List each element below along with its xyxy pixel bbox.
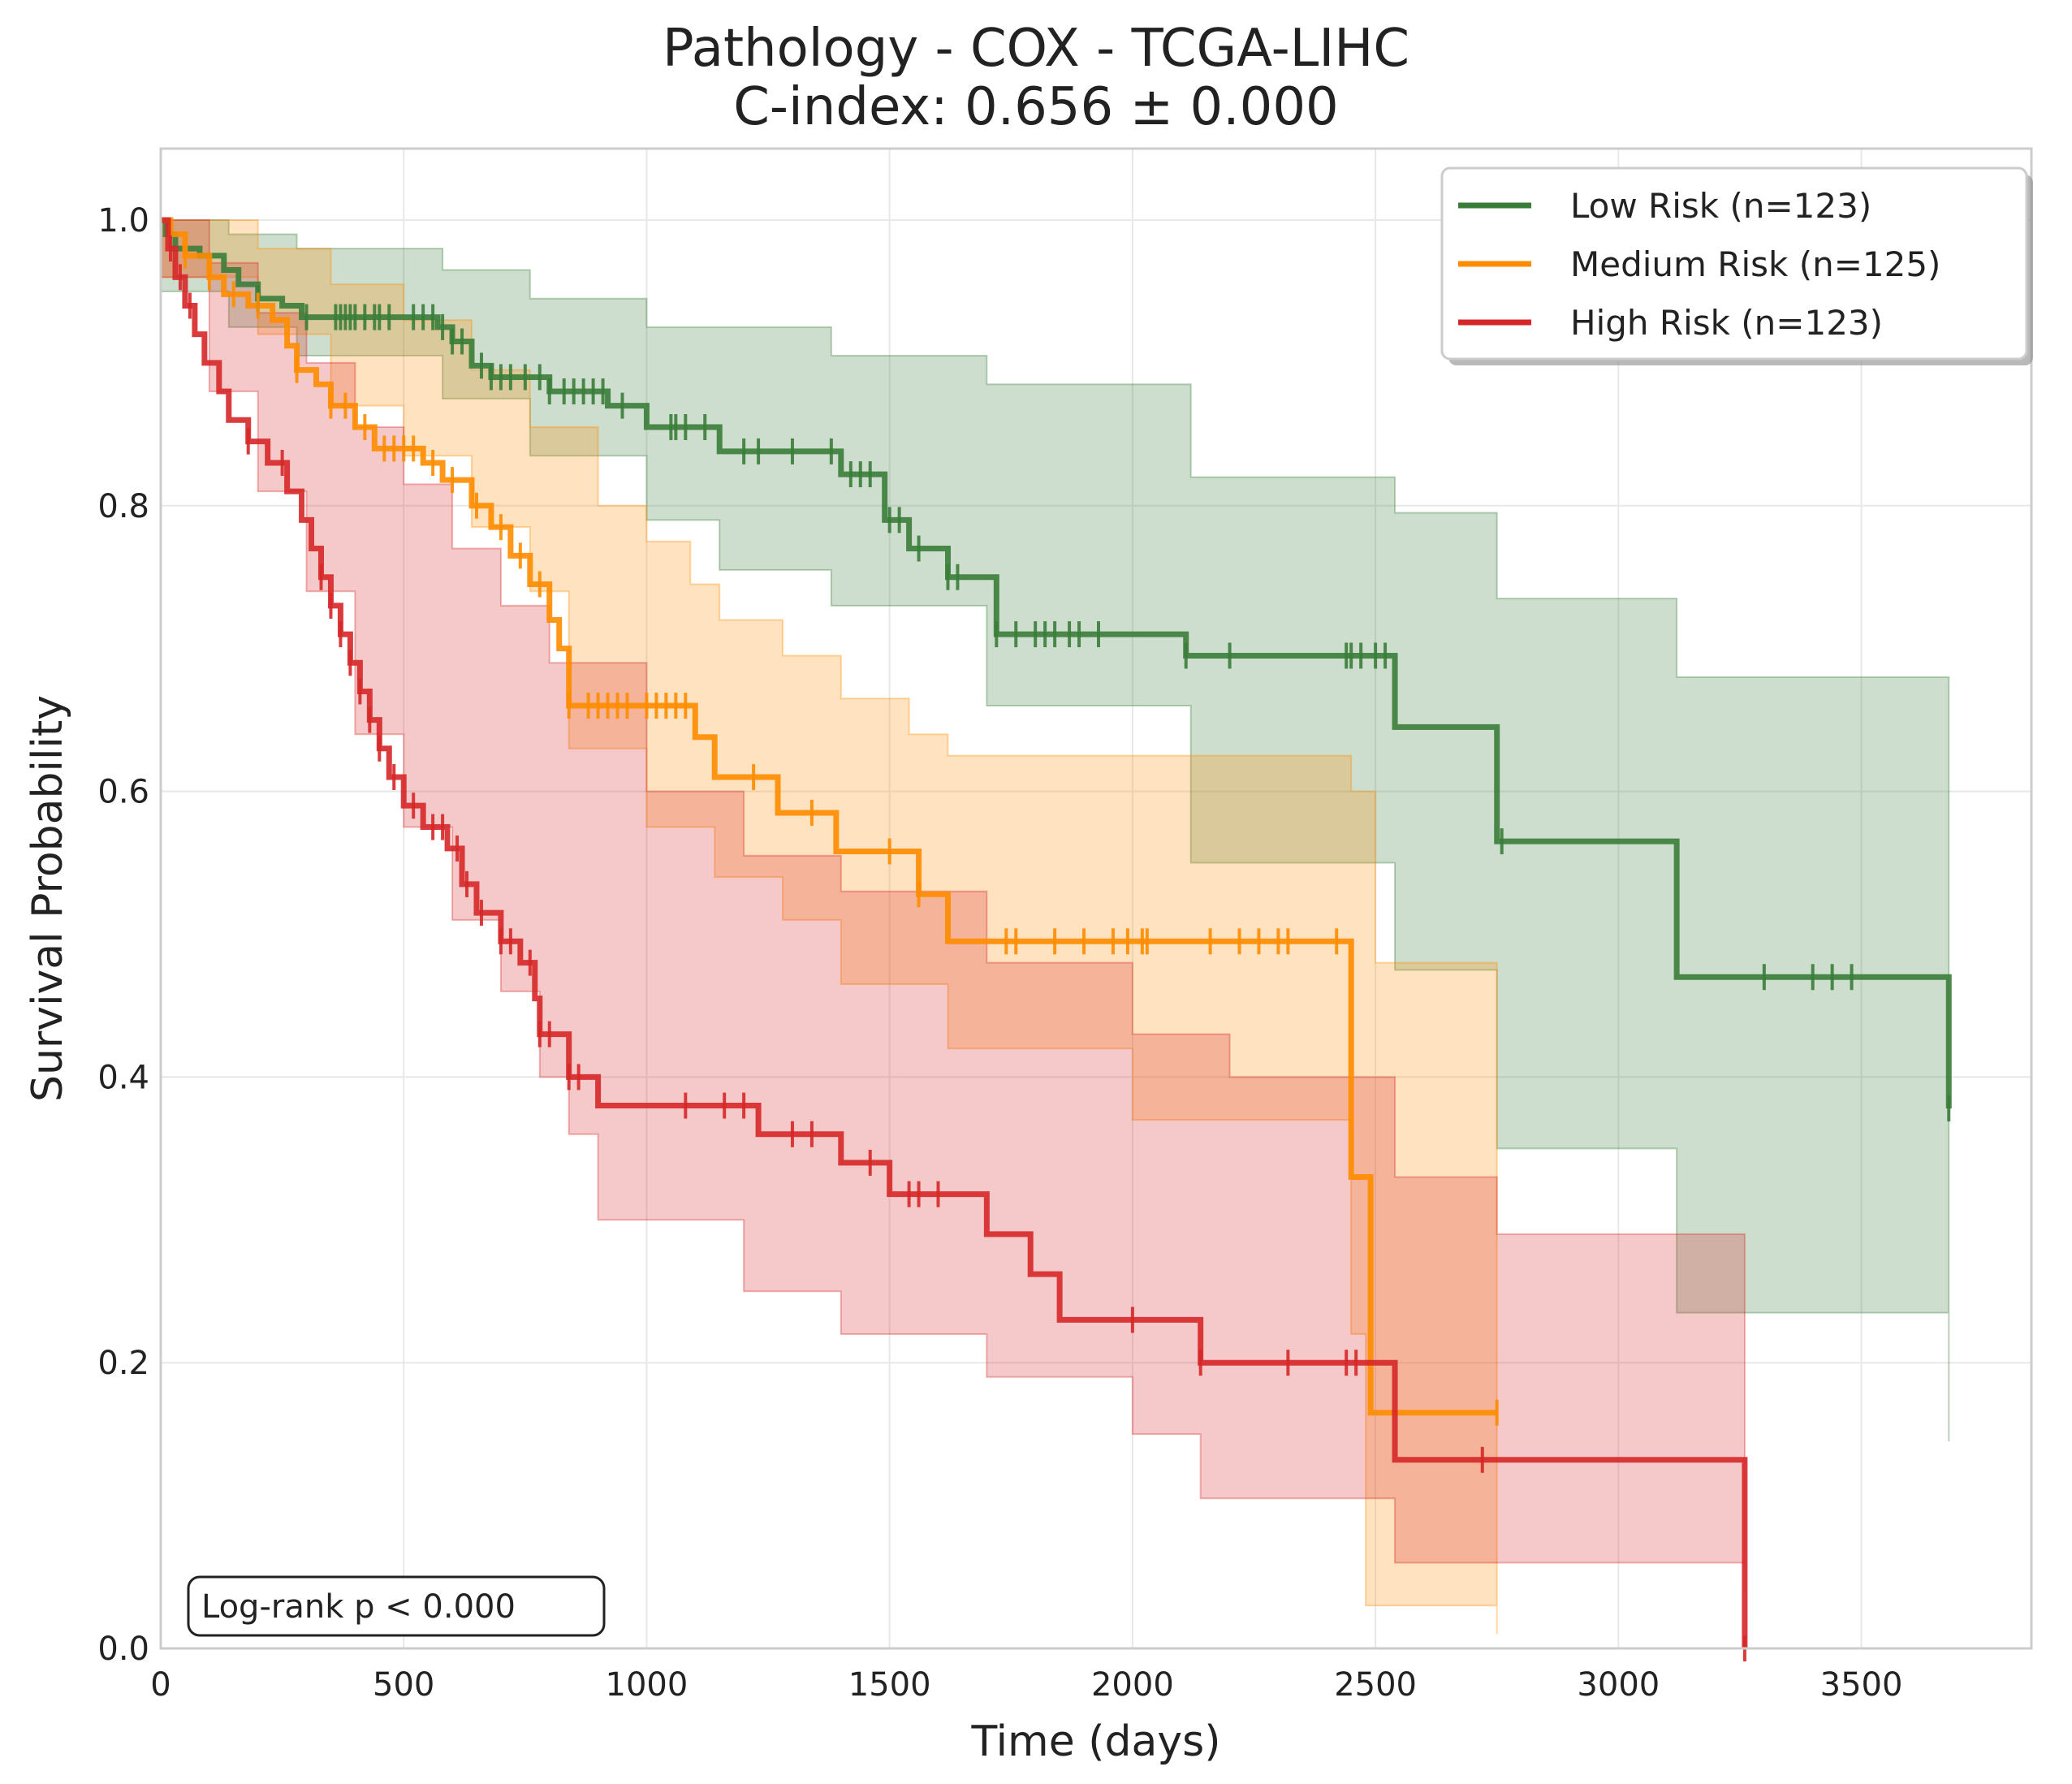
x-tick-label: 3500 [1820,1666,1903,1704]
ci-band-0 [160,218,1950,1441]
x-tick-label: 1000 [606,1666,689,1704]
legend[interactable]: Low Risk (n=123) Medium Risk (n=125) High … [1440,166,2033,365]
x-tick-label: 500 [373,1666,434,1704]
y-tick-label: 0.6 [97,774,149,811]
confidence-bands [160,218,1950,1635]
y-axis-label: Survival Probability [24,695,72,1102]
logrank-annotation: Log-rank p < 0.000 [187,1575,606,1637]
chart-title: Pathology - COX - TCGA-LIHC [663,19,1409,79]
x-tick-label: 1500 [848,1666,931,1704]
axis-ticks: 0 500 1000 1500 2000 2500 3000 3500 0.0 0.2 0.4 0.6… [97,202,1902,1704]
legend-label-2: High Risk (n=123) [1570,303,1883,343]
chart-subtitle: C-index: 0.656 ± 0.000 [733,77,1339,137]
y-tick-label: 0.2 [97,1345,149,1382]
plot-frame [159,147,2033,1650]
x-tick-label: 3000 [1577,1666,1660,1704]
survival-line-1[interactable] [161,217,1497,1416]
logrank-annotation-text: Log-rank p < 0.000 [201,1588,516,1626]
y-tick-label: 0.4 [97,1059,149,1096]
censor-marks [168,235,1951,1661]
x-tick-label: 2000 [1091,1666,1174,1704]
logrank-annotation-box [187,1575,606,1637]
legend-box [1440,166,2028,361]
y-tick-label: 0.8 [97,488,149,525]
x-axis-label: Time (days) [970,1717,1220,1766]
legend-label-1: Medium Risk (n=125) [1570,244,1940,284]
legend-label-0: Low Risk (n=123) [1570,186,1871,226]
x-tick-label: 0 [150,1666,171,1704]
y-tick-label: 1.0 [97,202,149,240]
y-tick-label: 0.0 [97,1631,149,1668]
x-tick-label: 2500 [1334,1666,1417,1704]
survival-line-2[interactable] [161,217,1748,1648]
